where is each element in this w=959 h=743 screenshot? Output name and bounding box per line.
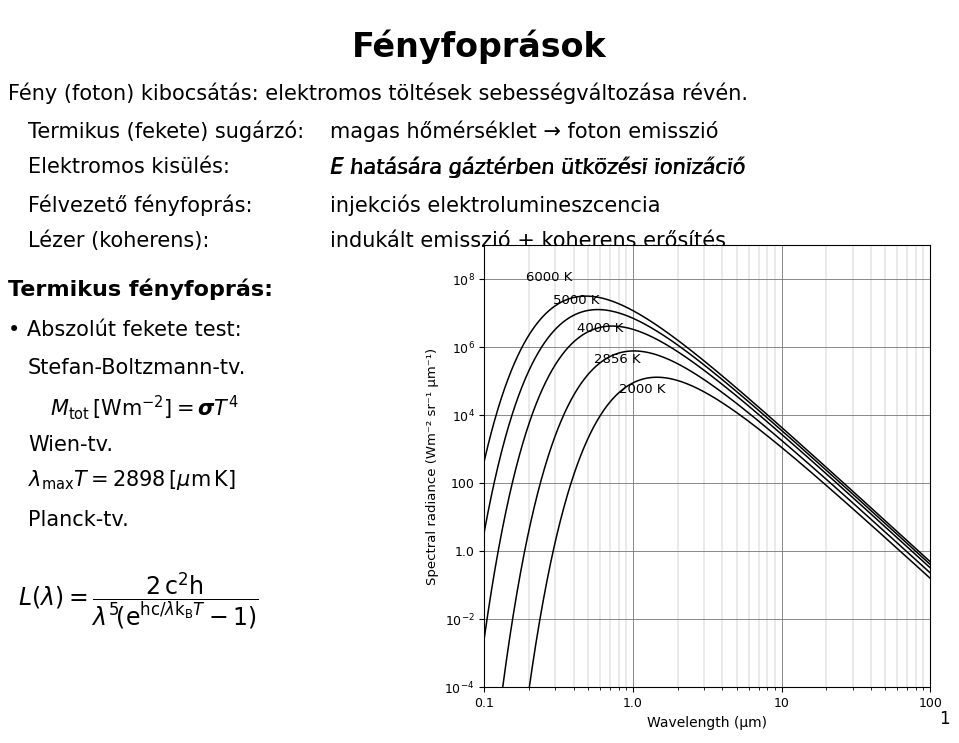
Text: Elektromos kisülés:: Elektromos kisülés: (28, 157, 230, 177)
Text: Félvezető fényfорrás:: Félvezető fényfорrás: (28, 194, 252, 215)
Text: Stefan-Boltzmann-tv.: Stefan-Boltzmann-tv. (28, 358, 246, 378)
Text: Planck-tv.: Planck-tv. (28, 510, 129, 530)
Text: 4000 K: 4000 K (577, 322, 623, 335)
Text: Termikus fényfорrás:: Termikus fényfорrás: (8, 278, 273, 299)
Text: E hatására gáztérben ütközési ionizáció: E hatására gáztérben ütközési ionizáció (330, 157, 746, 178)
Text: E: E (330, 157, 343, 177)
Text: • Abszolút fekete test:: • Abszolút fekete test: (8, 320, 242, 340)
Text: injekciós elektrolumineszcencia: injekciós elektrolumineszcencia (330, 194, 661, 215)
Text: 6000 K: 6000 K (526, 271, 573, 284)
Text: 2000 K: 2000 K (619, 383, 665, 395)
Text: magas hőmérséklet → foton emisszió: magas hőmérséklet → foton emisszió (330, 120, 718, 141)
Text: Fényfорrások: Fényfорrások (352, 30, 607, 65)
Text: $\mathit{L}(\mathit{\lambda}) = \dfrac{2\,\mathrm{c}^2\mathrm{h}}{\mathit{\lambd: $\mathit{L}(\mathit{\lambda}) = \dfrac{2… (18, 570, 259, 631)
Text: indukált emisszió + koherens erősítés: indukált emisszió + koherens erősítés (330, 231, 726, 251)
Text: $\mathit{\lambda}_{\mathrm{max}}\mathit{T} = 2898\,[\mu\mathrm{m\,K}]$: $\mathit{\lambda}_{\mathrm{max}}\mathit{… (28, 468, 236, 492)
Text: 1: 1 (940, 710, 950, 728)
Text: 2856 K: 2856 K (595, 353, 641, 366)
Text: $\mathit{M}_{\mathrm{tot}}\,[\mathrm{Wm}^{-2}] = \boldsymbol{\sigma}\mathit{T}^4: $\mathit{M}_{\mathrm{tot}}\,[\mathrm{Wm}… (50, 393, 239, 422)
Text: Fény (foton) kibocsátás: elektromos töltések sebességváltozása révén.: Fény (foton) kibocsátás: elektromos tölt… (8, 82, 748, 103)
Text: hatására gáztérben ütközési ionizáció: hatására gáztérben ütközési ionizáció (344, 157, 745, 178)
Text: $L(\lambda)$: $L(\lambda)$ (490, 310, 528, 331)
Y-axis label: Spectral radiance (Wm⁻² sr⁻¹ μm⁻¹): Spectral radiance (Wm⁻² sr⁻¹ μm⁻¹) (426, 348, 438, 585)
Text: Wien-tv.: Wien-tv. (28, 435, 113, 455)
Text: 5000 K: 5000 K (553, 294, 599, 308)
X-axis label: Wavelength (μm): Wavelength (μm) (647, 716, 767, 730)
Text: Lézer (koherens):: Lézer (koherens): (28, 231, 209, 251)
Text: Termikus (fekete) sugárzó:: Termikus (fekete) sugárzó: (28, 120, 304, 141)
